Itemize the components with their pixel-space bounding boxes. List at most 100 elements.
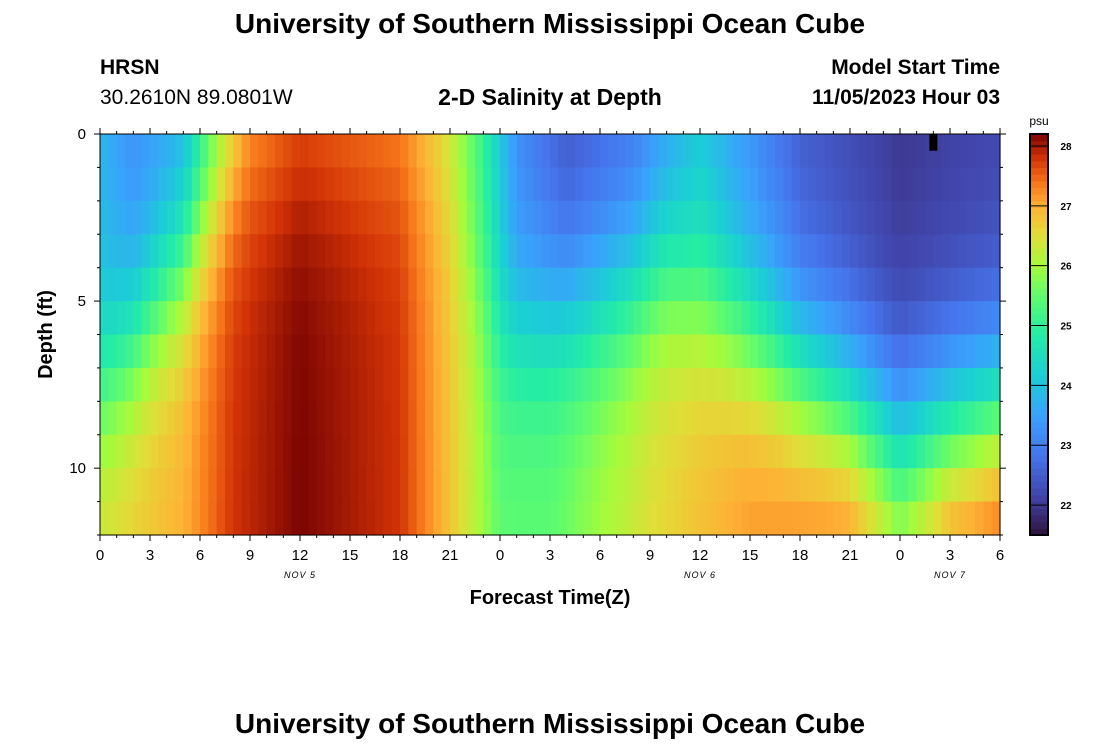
heatmap-cell bbox=[983, 334, 993, 369]
heatmap-cell bbox=[700, 468, 709, 503]
heatmap-cell bbox=[575, 334, 584, 369]
heatmap-cell bbox=[466, 134, 476, 169]
heatmap-cell bbox=[733, 501, 743, 536]
heatmap-cell bbox=[133, 134, 143, 169]
colorbar-tick-label: 24 bbox=[1060, 381, 1072, 392]
heatmap-cell bbox=[450, 234, 459, 269]
colorbar-segment bbox=[1030, 454, 1048, 463]
heatmap-cell bbox=[575, 501, 584, 536]
heatmap-cell bbox=[641, 434, 651, 469]
heatmap-cell bbox=[400, 267, 409, 302]
heatmap-cells bbox=[100, 134, 1001, 536]
heatmap-cell bbox=[766, 468, 776, 503]
heatmap-cell bbox=[633, 267, 643, 302]
heatmap-cell bbox=[966, 200, 976, 235]
heatmap-cell bbox=[433, 301, 443, 336]
heatmap-cell bbox=[933, 134, 943, 169]
heatmap-cell bbox=[966, 501, 976, 536]
heatmap-cell bbox=[858, 367, 868, 402]
heatmap-cell bbox=[466, 434, 476, 469]
heatmap-cell bbox=[891, 200, 901, 235]
heatmap-cell bbox=[316, 200, 326, 235]
heatmap-cell bbox=[533, 367, 543, 402]
heatmap-cell bbox=[133, 367, 143, 402]
heatmap-cell bbox=[416, 200, 426, 235]
heatmap-cell bbox=[616, 134, 626, 169]
heatmap-cell bbox=[158, 434, 168, 469]
heatmap-cell bbox=[975, 401, 984, 436]
heatmap-cell bbox=[308, 301, 318, 336]
heatmap-cell bbox=[208, 134, 218, 169]
heatmap-cell bbox=[408, 267, 418, 302]
heatmap-cell bbox=[900, 267, 909, 302]
heatmap-cell bbox=[416, 234, 426, 269]
heatmap-cell bbox=[725, 134, 734, 169]
heatmap-cell bbox=[558, 200, 568, 235]
heatmap-cell bbox=[675, 301, 684, 336]
heatmap-cell bbox=[466, 167, 476, 202]
heatmap-cell bbox=[116, 301, 126, 336]
date-label: NOV 5 bbox=[284, 570, 316, 580]
heatmap-cell bbox=[216, 434, 226, 469]
colorbar-segment bbox=[1030, 147, 1048, 155]
colorbar-tick-label: 26 bbox=[1060, 262, 1072, 273]
heatmap-cell bbox=[866, 200, 876, 235]
heatmap-cell bbox=[758, 234, 768, 269]
heatmap-cell bbox=[175, 501, 184, 536]
heatmap-cell bbox=[691, 167, 701, 202]
heatmap-cell bbox=[275, 334, 284, 369]
heatmap-cell bbox=[991, 301, 1001, 336]
heatmap-cell bbox=[475, 468, 484, 503]
heatmap-cell bbox=[658, 401, 668, 436]
heatmap-cell bbox=[558, 334, 568, 369]
heatmap-cell bbox=[266, 200, 276, 235]
heatmap-cell bbox=[775, 301, 784, 336]
heatmap-cell bbox=[191, 468, 201, 503]
heatmap-cell bbox=[191, 334, 201, 369]
heatmap-cell bbox=[958, 234, 968, 269]
heatmap-cell bbox=[725, 501, 734, 536]
heatmap-cell bbox=[108, 301, 118, 336]
heatmap-cell bbox=[283, 267, 293, 302]
heatmap-cell bbox=[350, 234, 359, 269]
heatmap-cell bbox=[841, 501, 851, 536]
heatmap-cell bbox=[925, 501, 934, 536]
heatmap-cell bbox=[408, 501, 418, 536]
heatmap-cell bbox=[941, 367, 951, 402]
heatmap-cell bbox=[483, 334, 493, 369]
heatmap-cell bbox=[516, 501, 526, 536]
heatmap-cell bbox=[250, 501, 259, 536]
heatmap-cell bbox=[991, 267, 1001, 302]
heatmap-cell bbox=[200, 434, 209, 469]
heatmap-cell bbox=[158, 234, 168, 269]
heatmap-cell bbox=[425, 434, 434, 469]
heatmap-cell bbox=[825, 501, 834, 536]
heatmap-cell bbox=[425, 401, 434, 436]
heatmap-cell bbox=[816, 468, 826, 503]
heatmap-cell bbox=[791, 334, 801, 369]
colorbar-segment bbox=[1030, 367, 1048, 376]
heatmap-cell bbox=[916, 501, 926, 536]
heatmap-cell bbox=[716, 234, 726, 269]
heatmap-cell bbox=[566, 334, 576, 369]
heatmap-cell bbox=[283, 401, 293, 436]
heatmap-cell bbox=[525, 401, 534, 436]
heatmap-cell bbox=[291, 267, 301, 302]
heatmap-cell bbox=[633, 234, 643, 269]
heatmap-cell bbox=[441, 234, 451, 269]
heatmap-cell bbox=[308, 367, 318, 402]
heatmap-cell bbox=[600, 367, 609, 402]
heatmap-cell bbox=[566, 434, 576, 469]
heatmap-cell bbox=[225, 401, 234, 436]
heatmap-cell bbox=[241, 434, 251, 469]
heatmap-cell bbox=[475, 434, 484, 469]
heatmap-cell bbox=[966, 267, 976, 302]
heatmap-cell bbox=[975, 234, 984, 269]
heatmap-cell bbox=[616, 434, 626, 469]
heatmap-cell bbox=[558, 167, 568, 202]
heatmap-cell bbox=[666, 367, 676, 402]
heatmap-cell bbox=[858, 334, 868, 369]
heatmap-cell bbox=[983, 267, 993, 302]
heatmap-cell bbox=[425, 501, 434, 536]
heatmap-cell bbox=[925, 167, 934, 202]
